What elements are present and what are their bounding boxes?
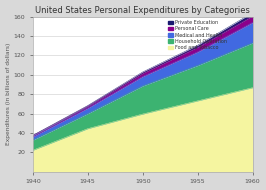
Legend: Private Education, Personal Care, Medical and Health, Household Operation, Food : Private Education, Personal Care, Medica…: [167, 19, 228, 51]
Title: United States Personal Expenditures by Categories: United States Personal Expenditures by C…: [35, 6, 250, 15]
Y-axis label: Expenditures (in billions of dollars): Expenditures (in billions of dollars): [6, 43, 11, 146]
